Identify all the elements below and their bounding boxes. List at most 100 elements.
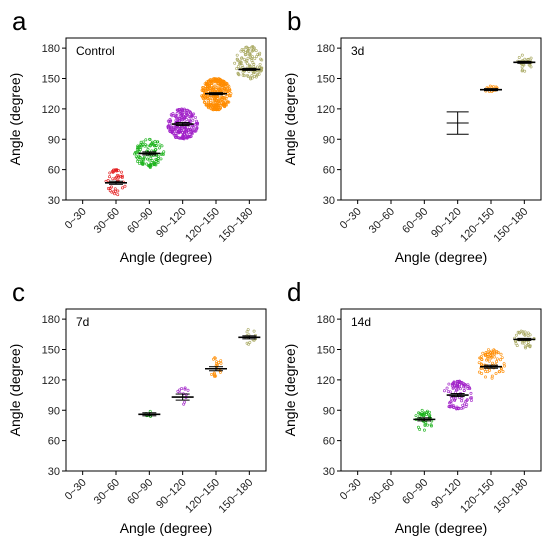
data-point xyxy=(488,350,492,354)
y-tick-label: 150 xyxy=(317,74,335,86)
data-point xyxy=(518,331,522,335)
data-point xyxy=(466,383,470,387)
data-point xyxy=(171,130,174,134)
data-point xyxy=(520,69,524,73)
data-point xyxy=(209,107,213,111)
data-point xyxy=(156,156,160,160)
data-point xyxy=(168,118,172,121)
data-point xyxy=(166,125,170,129)
data-point xyxy=(526,340,530,344)
data-point xyxy=(220,81,224,85)
data-point xyxy=(252,329,256,333)
data-point xyxy=(445,386,449,390)
data-point xyxy=(463,383,467,387)
data-point xyxy=(463,402,467,406)
data-point xyxy=(252,71,256,75)
data-point xyxy=(418,411,422,415)
data-point xyxy=(153,144,156,148)
data-point xyxy=(425,409,429,413)
data-point xyxy=(223,103,227,107)
data-point xyxy=(226,89,230,93)
data-point xyxy=(423,423,427,427)
y-tick-label: 180 xyxy=(317,43,335,55)
data-point xyxy=(237,73,241,77)
panel-title: 3d xyxy=(351,44,364,58)
data-point xyxy=(426,423,429,427)
data-point xyxy=(244,45,248,49)
series-60~90 xyxy=(133,137,166,169)
y-tick-label: 90 xyxy=(323,134,335,146)
data-point xyxy=(146,147,150,151)
data-point xyxy=(244,60,248,64)
x-axis-label: Angle (degree) xyxy=(395,249,488,265)
data-point xyxy=(254,75,258,79)
data-point xyxy=(447,382,451,386)
data-point xyxy=(520,65,524,69)
data-point xyxy=(487,348,490,352)
data-point xyxy=(492,351,496,355)
data-point xyxy=(468,386,471,390)
series-120~150 xyxy=(480,84,502,93)
data-point xyxy=(108,171,112,175)
data-point xyxy=(212,104,216,107)
data-point xyxy=(484,375,487,379)
data-point xyxy=(259,69,262,73)
series-30~60 xyxy=(104,168,127,197)
data-point xyxy=(178,124,182,128)
data-point xyxy=(422,428,426,432)
series-90~120 xyxy=(446,111,469,135)
series-150~180 xyxy=(513,329,536,350)
data-point xyxy=(497,370,501,374)
y-tick-label: 30 xyxy=(323,466,335,478)
data-point xyxy=(258,62,262,66)
series-120~150 xyxy=(200,77,233,112)
data-point xyxy=(240,56,244,60)
panel-title: 7d xyxy=(76,315,89,329)
data-point xyxy=(235,67,239,71)
data-point xyxy=(487,359,491,363)
data-point xyxy=(142,158,146,162)
data-point xyxy=(148,137,152,141)
data-point xyxy=(485,358,488,362)
data-point xyxy=(252,62,256,66)
data-point xyxy=(245,330,249,334)
data-point xyxy=(150,140,154,144)
data-point xyxy=(169,119,172,123)
data-point xyxy=(152,163,156,167)
panel-d: d 14d 30 60 90 120 150 180 0~30 30~60 60~90 90~120 1… xyxy=(275,271,550,542)
data-point xyxy=(526,331,530,335)
data-point xyxy=(239,61,243,65)
data-point xyxy=(498,358,502,362)
panel-c: c 7d 30 60 90 120 150 180 0~30 30~60 60~90 90~120 12… xyxy=(0,271,275,542)
data-point xyxy=(218,83,222,87)
data-point xyxy=(245,62,249,66)
data-point xyxy=(156,154,160,158)
data-point xyxy=(143,144,147,148)
data-point xyxy=(108,189,112,193)
data-point xyxy=(114,189,118,193)
data-point xyxy=(146,157,150,161)
y-tick-label: 120 xyxy=(42,104,60,116)
data-point xyxy=(478,356,482,360)
data-point xyxy=(461,406,465,410)
data-point xyxy=(430,424,433,428)
data-point xyxy=(116,193,120,197)
data-point xyxy=(452,405,455,409)
y-tick-label: 30 xyxy=(48,195,60,207)
data-point xyxy=(206,105,210,109)
data-point xyxy=(180,118,184,122)
data-point xyxy=(166,126,170,130)
series-60~90 xyxy=(413,408,436,432)
data-point xyxy=(495,360,499,364)
data-point xyxy=(248,64,252,68)
data-point xyxy=(244,53,248,56)
data-point xyxy=(246,75,250,78)
data-point xyxy=(148,159,152,163)
data-point xyxy=(142,155,146,159)
data-point xyxy=(210,372,214,376)
data-point xyxy=(220,95,224,99)
data-point xyxy=(417,411,420,415)
